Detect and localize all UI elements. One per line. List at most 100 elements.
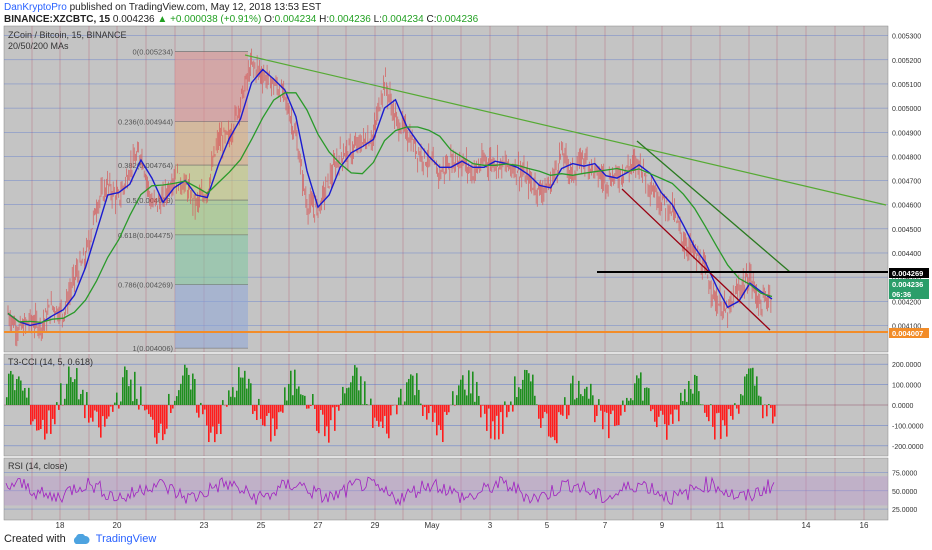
cci-bar — [390, 405, 392, 416]
cci-bar — [424, 405, 426, 408]
cci-bar — [580, 394, 582, 405]
price-axis-tick: 0.004400 — [892, 251, 921, 258]
cci-bar — [612, 405, 614, 411]
cci-bar — [690, 389, 692, 405]
cci-bar — [724, 405, 726, 426]
cci-bar — [370, 398, 372, 405]
cci-bar — [12, 374, 14, 405]
price-axis-tick: 0.005000 — [892, 106, 921, 113]
cci-bar — [466, 395, 468, 405]
rsi-pane[interactable] — [3, 457, 889, 521]
cci-bar — [32, 405, 34, 422]
cci-bar — [34, 405, 36, 420]
tradingview-brand[interactable]: TradingView — [95, 533, 157, 545]
cci-bar — [190, 389, 192, 405]
cci-bar — [566, 405, 568, 419]
x-axis-tick: 18 — [56, 521, 65, 530]
cci-bar — [344, 393, 346, 405]
cci-bar — [148, 405, 150, 415]
cci-bar — [164, 405, 166, 435]
channel-lower-line[interactable] — [621, 188, 771, 331]
x-axis-tick: 16 — [860, 521, 869, 530]
cci-bar — [6, 397, 8, 405]
cci-bar — [292, 395, 294, 405]
cci-bar — [244, 370, 246, 405]
cci-bar — [652, 405, 654, 410]
cci-bar — [478, 395, 480, 405]
price-pane-title: ZCoin / Bitcoin, 15, BINANCE — [8, 30, 127, 40]
cci-bar — [608, 405, 610, 439]
trendline-major[interactable] — [244, 54, 887, 206]
cci-bar — [718, 405, 720, 413]
channel-upper-line[interactable] — [636, 140, 791, 273]
cci-bar — [544, 405, 546, 412]
cci-bar — [208, 405, 210, 443]
cci-bar — [598, 399, 600, 405]
cci-bar — [484, 405, 486, 414]
cci-bar — [154, 405, 156, 438]
rsi-line[interactable] — [5, 476, 775, 507]
cci-bar — [732, 405, 734, 420]
cci-bar — [406, 382, 408, 405]
open-value: 0.004234 — [274, 14, 317, 25]
cci-bar — [430, 405, 432, 407]
cci-bar — [146, 405, 148, 410]
cci-bar — [300, 394, 302, 405]
cci-bar — [226, 405, 228, 407]
x-axis-tick: 23 — [200, 521, 209, 530]
cci-bar — [386, 405, 388, 434]
cci-bar — [602, 405, 604, 430]
cci-bar — [184, 364, 186, 405]
cci-bar — [726, 405, 728, 437]
cci-bar — [348, 387, 350, 405]
cci-bar — [434, 405, 436, 413]
fib-zone — [175, 284, 248, 349]
cci-bar — [162, 405, 164, 441]
cci-bar — [646, 387, 648, 405]
cci-bar — [352, 375, 354, 405]
footer: Created with TradingView — [4, 533, 156, 545]
cci-bar — [156, 405, 158, 444]
cci-bar — [334, 405, 336, 431]
ma20-line[interactable] — [7, 68, 773, 327]
price-axis-tick: 0.004900 — [892, 130, 921, 137]
cci-bar — [52, 405, 54, 419]
cci-bar — [616, 405, 618, 426]
cci-bar — [772, 405, 774, 424]
cci-bar — [360, 376, 362, 405]
publish-line: DanKryptoPro published on TradingView.co… — [4, 2, 321, 13]
cci-bar — [318, 405, 320, 434]
created-with-text: Created with — [4, 533, 66, 545]
cci-bar — [104, 405, 106, 427]
cci-bar — [586, 386, 588, 405]
cci-bar — [630, 398, 632, 405]
cci-bar — [238, 367, 240, 405]
rsi-axis-tick: 50.0000 — [892, 489, 917, 496]
fib-level-label: 0.236(0.004944) — [118, 118, 174, 127]
cci-bar — [272, 405, 274, 419]
cci-bar — [656, 405, 658, 428]
cci-bar — [440, 405, 442, 430]
cci-bar — [482, 405, 484, 406]
cci-bar — [600, 405, 602, 411]
rsi-axis-tick: 75.0000 — [892, 471, 917, 478]
cci-bar — [446, 405, 448, 415]
price-tag: 0.004007 — [892, 329, 923, 338]
cci-bar — [516, 397, 518, 405]
author-link[interactable]: DanKryptoPro — [4, 2, 67, 13]
cci-bar — [572, 375, 574, 405]
cci-bar — [176, 396, 178, 405]
cci-bar — [462, 375, 464, 405]
ma50-line[interactable] — [7, 92, 773, 324]
cci-bar — [384, 405, 386, 416]
cci-bar — [158, 405, 160, 433]
cci-bar — [392, 405, 394, 406]
cci-bar — [286, 400, 288, 405]
cci-bar — [664, 405, 666, 425]
cci-bar — [436, 405, 438, 436]
cci-bar — [126, 370, 128, 405]
cci-bar — [68, 366, 70, 405]
cci-bar — [340, 403, 342, 405]
cci-bar — [694, 374, 696, 405]
